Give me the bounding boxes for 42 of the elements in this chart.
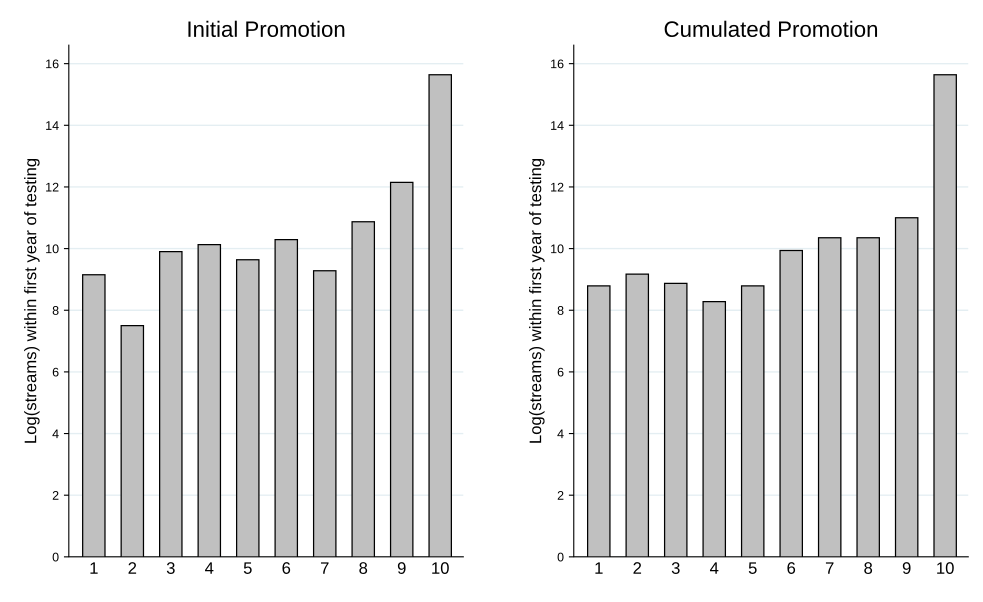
chart-title: Initial Promotion <box>188 20 344 38</box>
x-tick-label: 3 <box>672 562 680 574</box>
y-tick-label: 2 <box>52 491 58 500</box>
y-tick-label: 10 <box>551 244 564 254</box>
x-tick-label: 4 <box>710 562 718 574</box>
x-tick-label: 6 <box>787 562 796 574</box>
y-tick-label: 10 <box>46 244 59 254</box>
x-tick-label: 1 <box>90 562 98 574</box>
x-tick-label: 4 <box>205 562 214 574</box>
y-tick-label: 0 <box>52 552 59 562</box>
x-tick-label: 8 <box>359 562 368 574</box>
x-tick-label: 2 <box>128 562 136 574</box>
y-tick-label: 14 <box>46 121 59 130</box>
x-tick-label: 6 <box>282 562 290 574</box>
y-tick-label: 16 <box>46 59 59 68</box>
y-tick-label: 2 <box>558 491 564 500</box>
y-tick-label: 4 <box>52 429 59 438</box>
y-tick-label: 0 <box>558 552 564 562</box>
y-tick-label: 8 <box>52 306 59 315</box>
x-tick-label: 1 <box>595 562 603 574</box>
x-tick-label: 8 <box>864 562 872 574</box>
x-tick-label: 10 <box>937 562 954 574</box>
x-tick-label: 9 <box>398 562 406 574</box>
y-tick-label: 12 <box>46 182 58 192</box>
y-tick-label: 6 <box>52 368 59 377</box>
y-tick-label: 14 <box>551 121 564 130</box>
x-tick-label: 9 <box>902 562 911 574</box>
chart-title: Cumulated Promotion <box>664 20 878 38</box>
x-tick-label: 10 <box>432 562 449 574</box>
y-tick-label: 8 <box>558 306 564 315</box>
x-tick-label: 3 <box>166 562 175 574</box>
x-tick-label: 7 <box>320 562 329 574</box>
y-tick-label: 6 <box>558 368 564 377</box>
x-tick-label: 5 <box>748 562 757 574</box>
y-tick-label: 12 <box>551 182 564 192</box>
y-axis-title: Log(streams) within first year of testing <box>24 158 40 443</box>
y-axis-title: Log(streams) within first year of testing <box>529 158 545 443</box>
y-tick-label: 16 <box>551 59 564 68</box>
x-tick-label: 2 <box>633 562 642 574</box>
x-tick-label: 7 <box>826 562 834 574</box>
y-tick-label: 4 <box>557 429 564 438</box>
x-tick-label: 5 <box>244 562 252 574</box>
